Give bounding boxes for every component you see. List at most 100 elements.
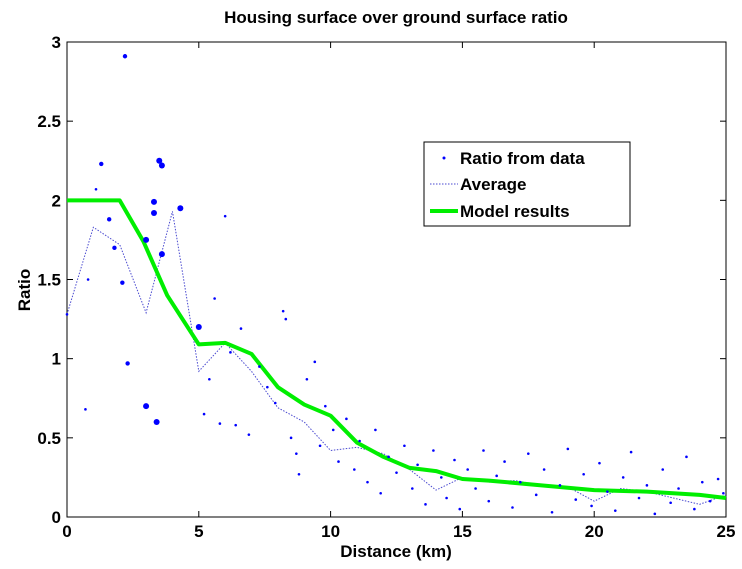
data-point xyxy=(474,487,477,490)
y-axis-label: Ratio xyxy=(15,269,34,312)
data-point xyxy=(598,461,601,465)
data-point xyxy=(374,428,377,432)
model-series xyxy=(67,198,727,500)
data-point xyxy=(112,245,117,251)
data-point xyxy=(84,408,87,411)
legend-label-average: Average xyxy=(460,175,526,194)
y-tick-label: 0.5 xyxy=(37,429,61,448)
data-point xyxy=(143,403,150,410)
data-point xyxy=(229,351,232,354)
data-point xyxy=(379,491,382,495)
data-point xyxy=(247,433,251,436)
data-point xyxy=(722,491,725,495)
data-point xyxy=(106,217,112,222)
data-point xyxy=(590,504,593,508)
data-point xyxy=(289,436,293,440)
data-point xyxy=(527,452,530,455)
data-point xyxy=(503,460,506,463)
data-point xyxy=(324,404,327,408)
data-point xyxy=(395,471,398,474)
data-point xyxy=(677,487,680,490)
data-point xyxy=(158,251,165,258)
data-point xyxy=(295,452,298,455)
data-point xyxy=(208,377,211,381)
data-point xyxy=(685,455,688,459)
legend-label-data: Ratio from data xyxy=(460,149,585,168)
data-point xyxy=(366,480,369,484)
data-point xyxy=(661,468,665,471)
data-point xyxy=(606,490,609,493)
data-point xyxy=(331,428,335,432)
data-point xyxy=(337,460,340,463)
chart-title: Housing surface over ground surface rati… xyxy=(224,8,568,27)
data-point xyxy=(416,463,419,467)
x-tick-label: 0 xyxy=(62,522,71,541)
data-point xyxy=(495,474,498,478)
data-point xyxy=(637,496,641,500)
data-point xyxy=(86,278,90,281)
data-point xyxy=(94,187,98,191)
x-tick-label: 20 xyxy=(585,522,604,541)
data-points xyxy=(65,54,725,516)
data-point xyxy=(519,480,522,484)
data-point xyxy=(153,419,160,425)
data-point xyxy=(693,507,696,511)
data-point xyxy=(284,317,288,321)
data-point xyxy=(99,161,104,167)
data-point xyxy=(440,476,443,479)
data-point xyxy=(150,198,157,205)
data-point xyxy=(122,54,128,59)
y-tick-label: 1.5 xyxy=(37,271,61,290)
data-point xyxy=(150,210,157,216)
data-point xyxy=(318,444,322,448)
data-point xyxy=(453,458,456,462)
plot-area xyxy=(66,41,727,518)
y-tick-label: 2 xyxy=(52,191,61,210)
model-line xyxy=(67,198,727,500)
data-point xyxy=(353,468,356,471)
x-tick-label: 15 xyxy=(453,522,472,541)
data-point xyxy=(645,484,649,487)
data-point xyxy=(387,455,390,459)
data-point xyxy=(613,509,617,512)
data-point xyxy=(582,472,585,476)
legend-box xyxy=(423,141,631,227)
data-point xyxy=(511,506,514,509)
y-tick-label: 0 xyxy=(52,508,61,527)
data-point xyxy=(281,309,285,313)
data-point xyxy=(143,236,150,243)
data-point xyxy=(621,476,625,479)
data-point xyxy=(534,493,538,497)
x-tick-label: 5 xyxy=(194,522,203,541)
legend-data-marker xyxy=(442,156,446,160)
data-point xyxy=(158,162,165,169)
data-point xyxy=(466,468,469,471)
x-tick-label: 25 xyxy=(717,522,736,541)
data-point xyxy=(542,468,546,471)
y-tick-label: 1 xyxy=(52,350,61,369)
data-point xyxy=(424,503,427,506)
x-axis-label: Distance (km) xyxy=(340,542,451,561)
data-point xyxy=(202,412,206,416)
data-point xyxy=(558,484,562,487)
data-point xyxy=(156,157,163,164)
data-point xyxy=(258,365,261,368)
data-point xyxy=(432,449,435,452)
data-point xyxy=(458,507,462,511)
data-point xyxy=(669,501,672,505)
data-point xyxy=(574,498,578,501)
legend-label-model: Model results xyxy=(460,202,570,221)
data-point xyxy=(273,401,277,405)
axis-ticks: 0 5 10 15 20 25 0 0.5 1 1.5 2 2.5 3 xyxy=(37,33,735,541)
legend: Ratio from data Average Model results xyxy=(423,141,631,227)
average-series xyxy=(66,211,727,505)
data-point xyxy=(313,360,317,364)
data-point xyxy=(482,449,485,452)
data-point xyxy=(403,444,406,448)
data-point xyxy=(305,377,309,381)
x-tick-label: 10 xyxy=(321,522,340,541)
data-point xyxy=(223,214,227,218)
data-point xyxy=(120,280,125,285)
data-point xyxy=(716,477,720,481)
